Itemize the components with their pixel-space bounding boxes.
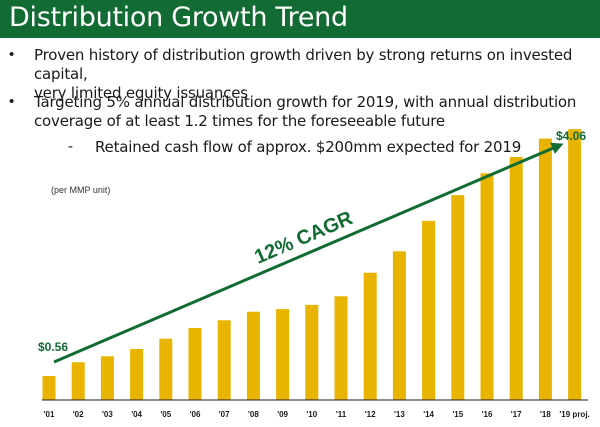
bullet-2-line-1: Targeting 5% annual distribution growth … [34, 93, 577, 111]
first-value-label: $0.56 [38, 340, 68, 354]
x-tick-label: '01 [44, 410, 55, 419]
sub-bullet-marker: - [68, 138, 73, 155]
bar-16 [509, 157, 523, 400]
x-tick-label: '03 [102, 410, 113, 419]
title-bar: Distribution Growth Trend [0, 0, 600, 38]
bullet-marker-2: • [9, 93, 15, 110]
bullet-marker-1: • [9, 46, 15, 63]
x-tick-label: '05 [160, 410, 171, 419]
x-tick-label: '13 [394, 410, 405, 419]
x-tick-labels: '01 '02 '03 '04 '05 '06 '07 '08 '09 '10 '11 '12 '13 '… [44, 410, 590, 419]
bar-0 [42, 376, 56, 400]
last-value-label: $4.06 [556, 129, 586, 143]
x-tick-label: '10 [306, 410, 317, 419]
x-tick-label: '04 [131, 410, 142, 419]
bar-18 [568, 129, 582, 400]
x-tick-label: '15 [452, 410, 463, 419]
bar-10 [334, 296, 348, 400]
bars-group [42, 129, 582, 401]
bar-11 [363, 272, 377, 400]
x-tick-label: '16 [482, 410, 493, 419]
x-tick-label: '08 [248, 410, 259, 419]
bar-17 [538, 138, 552, 401]
bullet-2-line-2: coverage of at least 1.2 times for the f… [34, 112, 445, 130]
x-tick-label: '14 [423, 410, 434, 419]
x-tick-label: '09 [277, 410, 288, 419]
bar-5 [188, 328, 202, 400]
bar-2 [100, 356, 114, 400]
bullet-2: Targeting 5% annual distribution growth … [34, 93, 594, 131]
x-tick-label: '18 [540, 410, 551, 419]
bullet-1-line-1: Proven history of distribution growth dr… [34, 46, 573, 83]
bar-14 [451, 195, 465, 400]
bar-13 [422, 220, 436, 400]
bar-8 [276, 309, 290, 400]
x-tick-label: '07 [219, 410, 230, 419]
x-tick-label: '17 [511, 410, 522, 419]
bar-1 [71, 362, 85, 400]
x-tick-label: '06 [190, 410, 201, 419]
sub-bullet-text: Retained cash flow of approx. $200mm exp… [95, 138, 522, 156]
x-tick-label: '19 proj. [559, 410, 589, 419]
page-title: Distribution Growth Trend [9, 2, 348, 33]
bar-12 [392, 251, 406, 400]
x-tick-label: '12 [365, 410, 376, 419]
bullet-1-line-2: very limited equity issuances [34, 84, 248, 102]
unit-note: (per MMP unit) [51, 185, 111, 195]
bullet-1: Proven history of distribution growth dr… [34, 46, 594, 103]
bar-7 [246, 311, 260, 400]
bar-6 [217, 320, 231, 400]
x-tick-label: '02 [73, 410, 84, 419]
bar-4 [159, 338, 173, 400]
x-tick-label: '11 [336, 410, 347, 419]
cagr-trend-arrow [53, 142, 564, 364]
bar-15 [480, 173, 494, 400]
bar-3 [130, 349, 144, 400]
bar-9 [305, 304, 319, 400]
